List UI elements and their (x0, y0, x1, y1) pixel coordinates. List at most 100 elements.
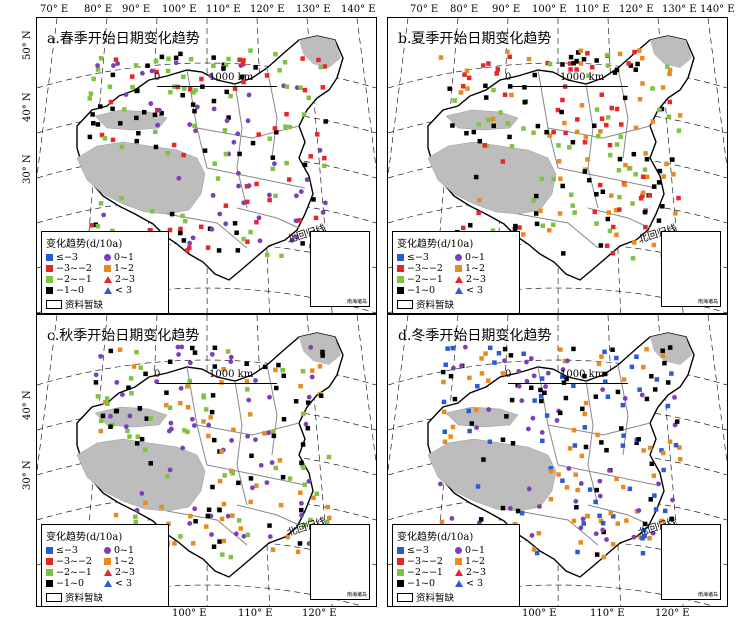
station-marker (564, 376, 569, 382)
station-marker (153, 144, 159, 150)
legend-label: −1~0 (56, 578, 85, 589)
legend-label: 1~2 (465, 263, 486, 274)
station-marker (311, 197, 316, 202)
station-marker (621, 433, 626, 438)
station-marker (107, 84, 113, 90)
station-marker (148, 228, 153, 233)
station-marker (559, 109, 564, 115)
station-marker (630, 256, 636, 261)
station-marker (649, 373, 654, 379)
station-marker (248, 48, 253, 53)
lon-tick: 140° E (700, 4, 735, 15)
station-marker (566, 466, 572, 471)
station-marker (578, 48, 584, 54)
station-marker (481, 457, 486, 462)
lon-tick: 70° E (40, 4, 69, 15)
station-marker (230, 513, 235, 518)
station-marker (192, 506, 198, 512)
station-marker (88, 91, 94, 96)
scale-distance-label: 1000 km (209, 369, 254, 380)
scale-bar: 0 1000 km (505, 72, 628, 90)
station-marker (322, 200, 328, 206)
lon-tick: 110° E (206, 4, 241, 15)
station-marker (219, 516, 225, 522)
station-marker (304, 177, 310, 183)
station-marker (587, 177, 592, 183)
station-marker (159, 111, 164, 116)
station-marker (302, 482, 307, 487)
station-marker (504, 414, 509, 419)
station-marker (216, 248, 222, 253)
graticule-line (388, 62, 727, 89)
station-marker (168, 89, 173, 95)
graticule-line (37, 62, 376, 89)
station-marker (326, 454, 332, 460)
station-marker (187, 87, 193, 92)
station-marker (572, 443, 578, 448)
station-marker (442, 429, 448, 435)
station-marker (134, 349, 139, 355)
province-border (206, 464, 306, 486)
station-marker (178, 385, 184, 391)
station-marker (614, 67, 620, 73)
station-marker (475, 484, 481, 489)
station-marker (438, 481, 443, 487)
nodata-symbol (46, 592, 62, 602)
legend-nodata: 资料暂缺 (46, 297, 164, 311)
station-marker (571, 346, 576, 352)
station-marker (578, 525, 584, 531)
nodata-symbol (46, 299, 62, 309)
station-marker (300, 442, 306, 447)
station-marker (633, 172, 638, 177)
station-marker (556, 143, 561, 148)
legend-nodata: 资料暂缺 (397, 297, 515, 311)
station-marker (475, 383, 480, 389)
legend-item: 2~3 (104, 567, 160, 578)
station-marker (95, 63, 100, 68)
legend-label: −3~−2 (407, 263, 443, 274)
station-marker (605, 115, 611, 120)
station-marker (179, 344, 185, 350)
legend-label: 2~3 (466, 274, 487, 285)
legend-title: 变化趋势(d/10a) (397, 532, 474, 543)
station-marker (532, 398, 537, 403)
graticule-line (37, 359, 376, 386)
station-marker (582, 425, 588, 430)
station-marker (608, 510, 614, 516)
station-marker (573, 498, 579, 504)
station-marker (667, 71, 672, 77)
station-marker (165, 68, 171, 74)
station-marker (190, 345, 195, 351)
station-marker (273, 193, 278, 199)
station-marker (221, 366, 226, 372)
station-marker (165, 474, 170, 479)
station-marker (301, 112, 307, 117)
station-marker (188, 513, 193, 519)
legend-label: −2~−1 (407, 274, 443, 285)
station-marker (654, 377, 660, 382)
legend-label: ≤−3 (56, 252, 78, 263)
legend-label: −2~−1 (56, 274, 92, 285)
legend-nodata: 资料暂缺 (46, 590, 164, 604)
station-marker (605, 63, 611, 68)
legend-item: ≤−3 (397, 545, 455, 556)
legend-label: −3~−2 (407, 556, 443, 567)
province-border (587, 504, 651, 526)
station-marker (673, 442, 679, 448)
station-marker (217, 478, 223, 484)
station-marker (458, 90, 464, 95)
station-marker (558, 347, 563, 352)
station-marker (248, 229, 253, 235)
station-marker (517, 225, 522, 230)
station-marker (280, 367, 285, 373)
station-marker (267, 136, 272, 141)
station-marker (567, 61, 573, 66)
station-marker (547, 61, 553, 67)
legend-symbol (46, 569, 53, 576)
legend-item: −1~0 (397, 578, 455, 589)
station-marker (653, 507, 659, 512)
station-marker (273, 465, 279, 471)
station-marker (532, 72, 538, 78)
station-marker (133, 519, 139, 525)
no-data-area (650, 36, 692, 68)
